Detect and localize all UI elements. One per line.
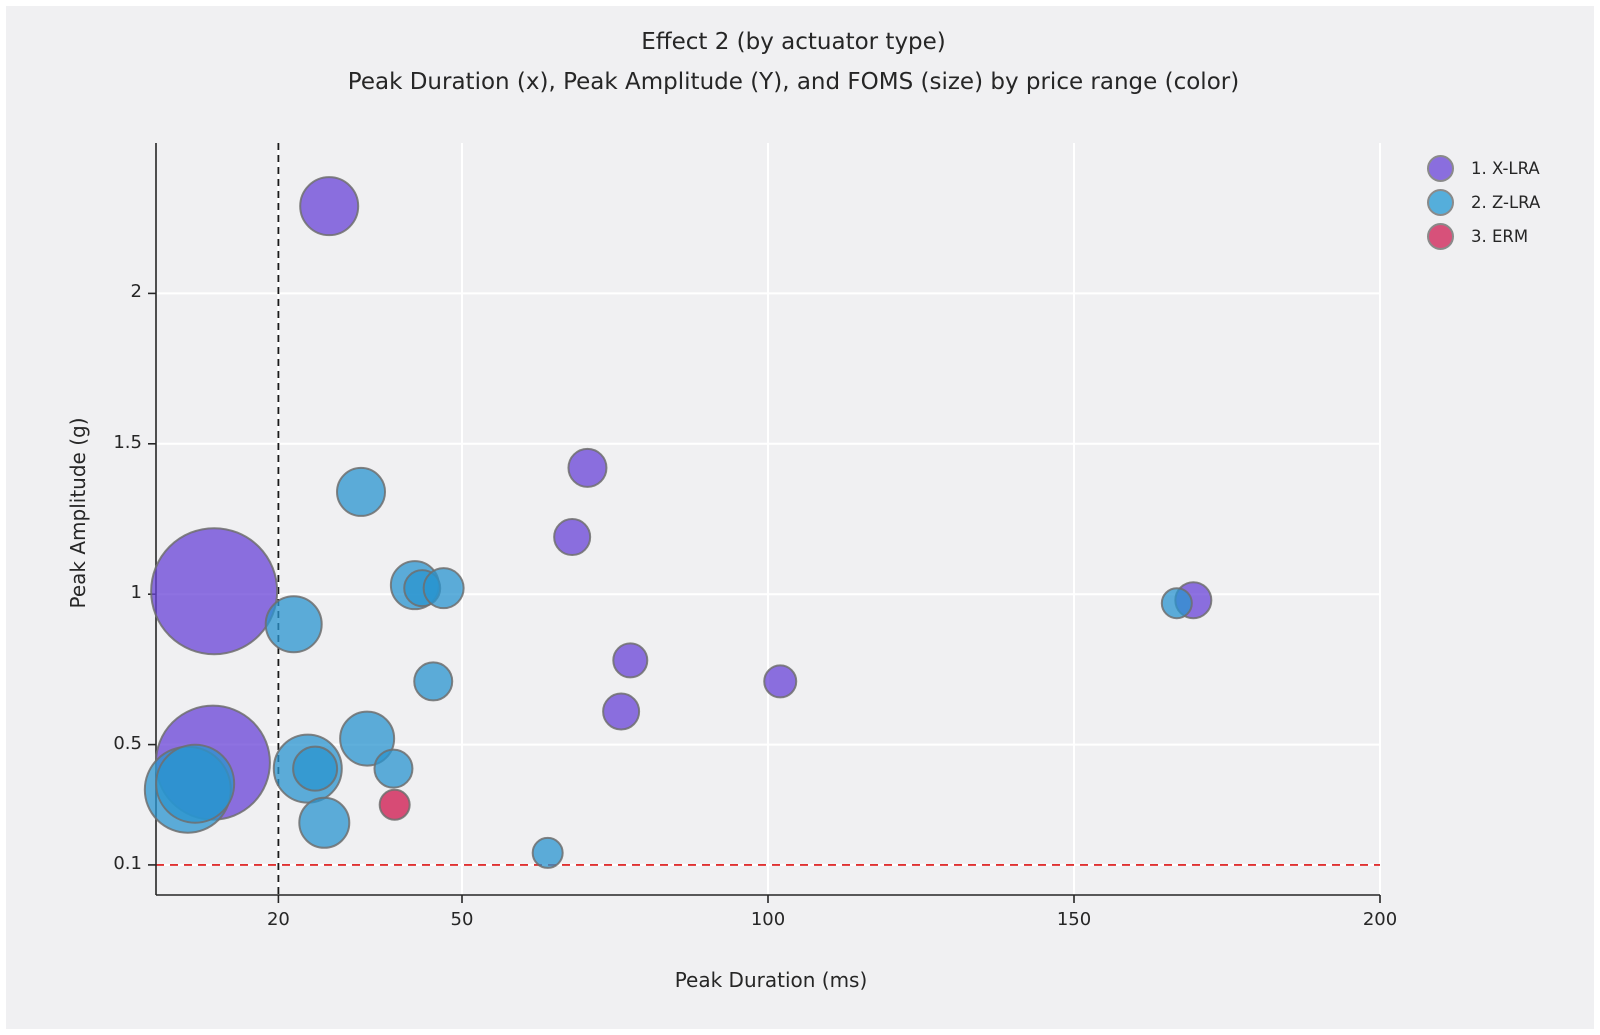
chart-title: Effect 2 (by actuator type) (641, 29, 946, 55)
bubble--z-lra (155, 743, 236, 824)
y-tick-label: 1 (130, 582, 142, 604)
bubble--x-lra (602, 692, 641, 731)
bubble--z-lra (298, 796, 351, 849)
bubble--x-lra (150, 527, 279, 656)
legend-item-erm: 3. ERM (1427, 223, 1540, 250)
bubble--z-lra (531, 836, 564, 869)
bubble--x-lra (567, 447, 608, 488)
legend-label-x-lra: 1. X-LRA (1471, 159, 1540, 178)
y-tick-label: 0.1 (113, 852, 142, 874)
bubble--z-lra (373, 748, 414, 789)
x-tick-label: 50 (450, 909, 474, 930)
y-tick-label: 0.5 (113, 732, 142, 754)
x-tick-label: 100 (750, 909, 786, 930)
y-tick-label: 1.5 (113, 431, 142, 453)
bubble--x-lra (612, 642, 649, 679)
bubble--erm (378, 788, 411, 821)
legend: 1. X-LRA 2. Z-LRA 3. ERM (1427, 155, 1540, 257)
bubble-plot (143, 143, 1381, 903)
bubble--z-lra (1160, 587, 1193, 620)
bubble--z-lra (264, 595, 323, 654)
x-tick-label: 150 (1056, 909, 1092, 930)
bubble--x-lra (763, 664, 798, 699)
y-tick-label: 2 (130, 281, 142, 303)
chart-subtitle: Peak Duration (x), Peak Amplitude (Y), a… (347, 69, 1240, 95)
bubble--z-lra (336, 466, 387, 517)
bubble--z-lra (292, 745, 339, 792)
legend-item-z-lra: 2. Z-LRA (1427, 189, 1540, 216)
legend-item-x-lra: 1. X-LRA (1427, 155, 1540, 182)
bubble--x-lra (299, 176, 360, 237)
legend-swatch-erm-icon (1427, 223, 1454, 250)
x-axis-label: Peak Duration (ms) (674, 968, 868, 992)
bubble--z-lra (339, 710, 396, 767)
x-tick-label: 200 (1362, 909, 1398, 930)
x-tick-label: 20 (266, 909, 290, 930)
legend-label-z-lra: 2. Z-LRA (1471, 193, 1541, 212)
legend-swatch-z-lra-icon (1427, 189, 1454, 216)
bubble--z-lra (422, 567, 465, 610)
chart-title-block: Effect 2 (by actuator type) Peak Duratio… (6, 22, 1581, 102)
bubble--x-lra (553, 518, 592, 557)
bubble--z-lra (413, 661, 454, 702)
legend-label-erm: 3. ERM (1471, 227, 1529, 246)
legend-swatch-x-lra-icon (1427, 155, 1454, 182)
